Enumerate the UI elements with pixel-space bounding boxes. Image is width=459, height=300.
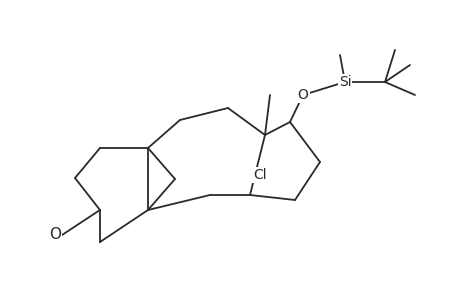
Text: O: O — [297, 88, 308, 102]
Text: Si: Si — [338, 75, 351, 89]
Text: Cl: Cl — [252, 168, 266, 182]
Text: O: O — [49, 227, 61, 242]
